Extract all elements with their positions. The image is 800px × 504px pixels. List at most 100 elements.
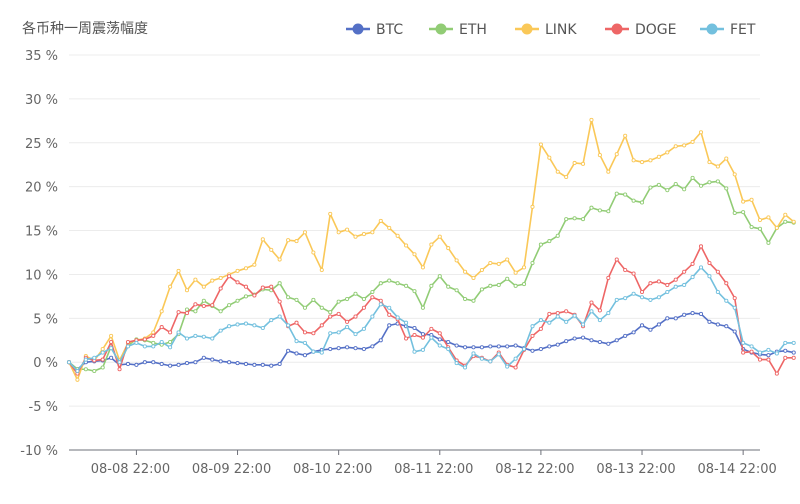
data-point <box>294 320 299 325</box>
data-point <box>370 295 375 300</box>
data-point <box>125 344 131 349</box>
data-point <box>555 314 560 319</box>
data-point <box>538 242 543 247</box>
data-point <box>302 353 308 358</box>
data-point <box>201 334 206 339</box>
data-point <box>252 323 257 328</box>
data-point <box>243 284 249 289</box>
data-point <box>168 330 173 335</box>
legend[interactable]: BTC ETH LINK DOGE FET <box>346 22 756 38</box>
data-point <box>757 217 763 223</box>
data-point <box>260 285 265 290</box>
data-point <box>336 330 341 335</box>
data-point <box>496 344 501 349</box>
data-point <box>151 333 156 338</box>
data-point <box>437 234 442 239</box>
data-point <box>201 298 206 303</box>
data-point <box>673 144 678 149</box>
data-point <box>218 286 223 291</box>
data-point <box>505 276 510 281</box>
data-point <box>488 344 493 349</box>
data-point <box>429 283 434 288</box>
data-point <box>269 318 274 323</box>
data-point <box>277 281 282 286</box>
data-point <box>774 351 779 356</box>
data-point <box>614 191 619 196</box>
legend-item-eth[interactable]: ETH <box>429 22 487 38</box>
data-point <box>623 192 628 197</box>
data-point <box>538 318 543 323</box>
data-point <box>378 218 383 223</box>
data-point <box>673 316 678 321</box>
data-point <box>774 225 779 230</box>
y-tick-label: -5 % <box>29 400 58 415</box>
series-lines <box>66 117 796 382</box>
data-point <box>631 198 636 203</box>
data-point <box>201 355 206 360</box>
data-point <box>479 345 484 350</box>
data-point <box>530 324 535 329</box>
legend-item-btc[interactable]: BTC <box>346 22 403 38</box>
data-point <box>311 250 316 255</box>
data-point <box>639 323 645 328</box>
data-point <box>665 188 670 193</box>
data-point <box>732 210 737 216</box>
data-point <box>125 339 131 345</box>
data-point <box>294 239 299 244</box>
data-point <box>437 274 442 279</box>
data-point <box>260 237 265 242</box>
data-point <box>361 296 366 302</box>
data-point <box>656 322 661 327</box>
data-point <box>783 219 788 224</box>
data-point <box>682 282 687 288</box>
data-point <box>235 280 240 285</box>
data-point <box>724 324 729 329</box>
data-point <box>732 329 737 334</box>
data-point <box>580 217 586 222</box>
data-point <box>707 274 712 279</box>
data-point <box>783 348 788 353</box>
data-point <box>277 257 282 262</box>
data-point <box>277 314 282 319</box>
legend-marker-icon <box>521 23 533 35</box>
data-point <box>302 305 308 310</box>
data-point <box>564 309 569 314</box>
data-point <box>589 205 594 210</box>
data-point <box>184 361 190 366</box>
data-point <box>749 349 754 354</box>
data-point <box>639 295 645 300</box>
data-point <box>488 283 493 288</box>
legend-marker-icon <box>706 23 718 35</box>
data-point <box>243 266 249 271</box>
data-point <box>412 349 417 354</box>
data-point <box>547 344 552 349</box>
data-point <box>741 340 746 345</box>
data-point <box>522 282 527 287</box>
data-point <box>648 185 653 190</box>
data-point <box>656 154 661 159</box>
data-point <box>564 339 569 344</box>
data-point <box>707 160 712 165</box>
data-point <box>420 332 425 337</box>
data-point <box>564 174 569 180</box>
data-point <box>589 300 594 305</box>
data-point <box>168 345 173 350</box>
x-tick-label: 08-09 22:00 <box>192 462 271 477</box>
data-point <box>505 344 510 349</box>
legend-item-fet[interactable]: FET <box>700 22 756 38</box>
data-point <box>159 325 164 330</box>
data-point <box>218 328 223 333</box>
data-point <box>83 367 88 372</box>
data-point <box>463 296 468 302</box>
data-point <box>345 227 350 232</box>
data-point <box>766 347 771 352</box>
x-tick-label: 08-12 22:00 <box>495 462 574 477</box>
data-point <box>184 288 190 293</box>
x-tick-label: 08-13 22:00 <box>596 462 675 477</box>
data-point <box>791 219 796 224</box>
data-point <box>597 318 602 323</box>
legend-item-doge[interactable]: DOGE <box>605 22 677 38</box>
legend-item-link[interactable]: LINK <box>515 22 577 38</box>
data-point <box>783 340 788 345</box>
data-point <box>479 268 484 273</box>
